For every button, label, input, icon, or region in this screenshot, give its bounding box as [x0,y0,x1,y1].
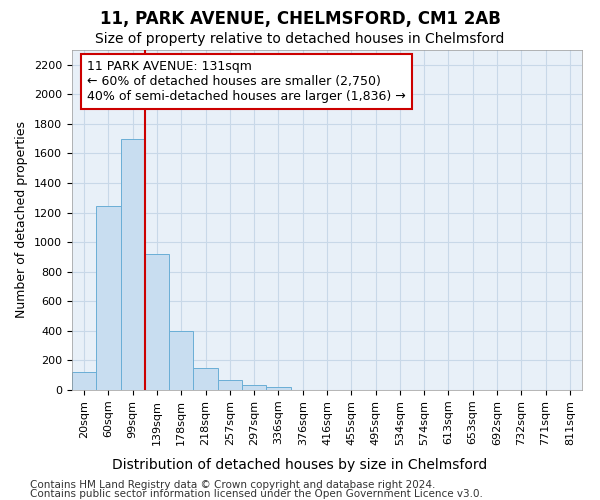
Bar [96,206,121,390]
Bar [218,380,242,390]
Bar [121,138,145,390]
Text: Contains public sector information licensed under the Open Government Licence v3: Contains public sector information licen… [30,489,483,499]
Bar [242,385,266,390]
Text: Contains HM Land Registry data © Crown copyright and database right 2024.: Contains HM Land Registry data © Crown c… [30,480,436,490]
Text: 11, PARK AVENUE, CHELMSFORD, CM1 2AB: 11, PARK AVENUE, CHELMSFORD, CM1 2AB [100,10,500,28]
Text: Size of property relative to detached houses in Chelmsford: Size of property relative to detached ho… [95,32,505,46]
Text: 11 PARK AVENUE: 131sqm
← 60% of detached houses are smaller (2,750)
40% of semi-: 11 PARK AVENUE: 131sqm ← 60% of detached… [88,60,406,103]
Text: Distribution of detached houses by size in Chelmsford: Distribution of detached houses by size … [112,458,488,471]
Y-axis label: Number of detached properties: Number of detached properties [16,122,28,318]
Bar [169,331,193,390]
Bar [193,368,218,390]
Bar [266,387,290,390]
Bar [145,254,169,390]
Bar [72,372,96,390]
